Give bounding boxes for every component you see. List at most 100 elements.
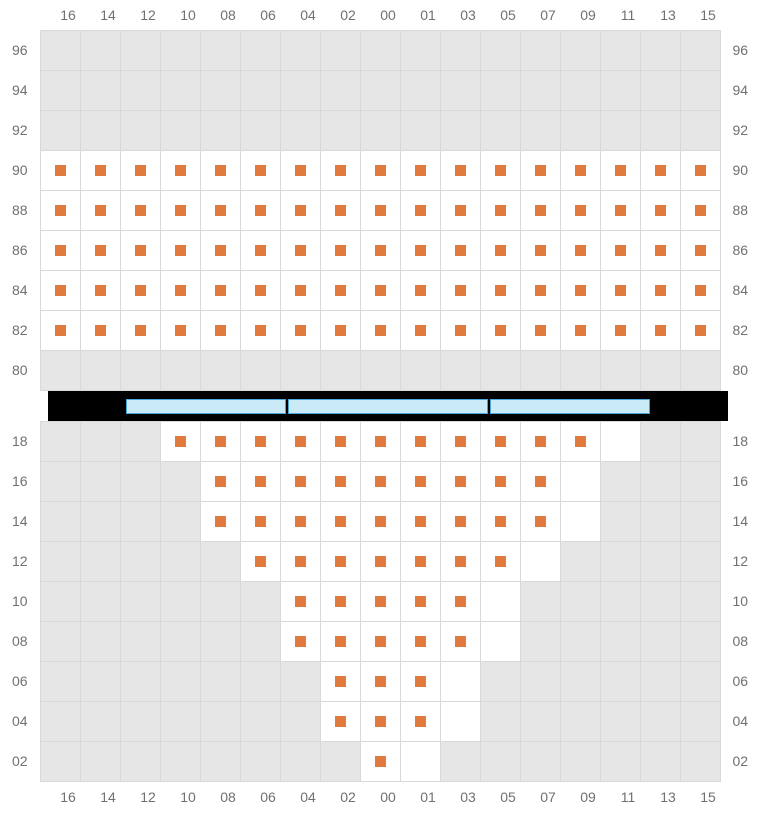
seat-cell[interactable] <box>481 422 521 462</box>
seat-cell[interactable] <box>681 191 721 231</box>
seat-cell[interactable] <box>321 662 361 702</box>
seat-cell[interactable] <box>561 311 601 351</box>
seat-cell[interactable] <box>321 582 361 622</box>
seat-cell[interactable] <box>681 231 721 271</box>
seat-cell[interactable] <box>281 151 321 191</box>
seat-cell[interactable] <box>321 462 361 502</box>
seat-cell[interactable] <box>321 151 361 191</box>
seat-cell[interactable] <box>561 191 601 231</box>
seat-cell[interactable] <box>281 622 321 662</box>
seat-cell[interactable] <box>561 151 601 191</box>
seat-cell[interactable] <box>521 311 561 351</box>
seat-cell[interactable] <box>601 151 641 191</box>
seat-cell[interactable] <box>201 231 241 271</box>
seat-cell[interactable] <box>521 231 561 271</box>
seat-cell[interactable] <box>241 542 281 582</box>
seat-cell[interactable] <box>241 151 281 191</box>
seat-cell[interactable] <box>361 582 401 622</box>
seat-cell[interactable] <box>441 271 481 311</box>
seat-cell[interactable] <box>201 151 241 191</box>
seat-cell[interactable] <box>321 271 361 311</box>
seat-cell[interactable] <box>361 191 401 231</box>
seat-cell[interactable] <box>161 231 201 271</box>
seat-cell[interactable] <box>641 231 681 271</box>
seat-cell[interactable] <box>401 662 441 702</box>
seat-cell[interactable] <box>81 231 121 271</box>
seat-cell[interactable] <box>241 502 281 542</box>
seat-cell[interactable] <box>601 311 641 351</box>
seat-cell[interactable] <box>561 422 601 462</box>
seat-cell[interactable] <box>321 231 361 271</box>
seat-cell[interactable] <box>441 462 481 502</box>
seat-cell[interactable] <box>401 271 441 311</box>
seat-cell[interactable] <box>41 231 81 271</box>
seat-cell[interactable] <box>321 622 361 662</box>
seat-cell[interactable] <box>441 582 481 622</box>
seat-cell[interactable] <box>321 542 361 582</box>
seat-cell[interactable] <box>81 311 121 351</box>
seat-cell[interactable] <box>481 191 521 231</box>
seat-cell[interactable] <box>481 542 521 582</box>
seat-cell[interactable] <box>321 422 361 462</box>
seat-cell[interactable] <box>41 271 81 311</box>
seat-cell[interactable] <box>281 231 321 271</box>
seat-cell[interactable] <box>81 271 121 311</box>
seat-cell[interactable] <box>401 311 441 351</box>
seat-cell[interactable] <box>521 462 561 502</box>
seat-cell[interactable] <box>161 191 201 231</box>
seat-cell[interactable] <box>361 702 401 742</box>
seat-cell[interactable] <box>401 582 441 622</box>
seat-cell[interactable] <box>41 311 81 351</box>
seat-cell[interactable] <box>361 662 401 702</box>
seat-cell[interactable] <box>321 702 361 742</box>
seat-cell[interactable] <box>241 231 281 271</box>
seat-cell[interactable] <box>281 542 321 582</box>
seat-cell[interactable] <box>201 462 241 502</box>
seat-cell[interactable] <box>681 311 721 351</box>
seat-cell[interactable] <box>601 231 641 271</box>
seat-cell[interactable] <box>321 502 361 542</box>
seat-cell[interactable] <box>241 271 281 311</box>
seat-cell[interactable] <box>441 151 481 191</box>
seat-cell[interactable] <box>121 271 161 311</box>
seat-cell[interactable] <box>361 231 401 271</box>
seat-cell[interactable] <box>361 542 401 582</box>
seat-cell[interactable] <box>641 151 681 191</box>
seat-cell[interactable] <box>481 151 521 191</box>
seat-cell[interactable] <box>121 311 161 351</box>
seat-cell[interactable] <box>641 311 681 351</box>
seat-cell[interactable] <box>481 502 521 542</box>
seat-cell[interactable] <box>401 622 441 662</box>
seat-cell[interactable] <box>361 422 401 462</box>
seat-cell[interactable] <box>281 422 321 462</box>
seat-cell[interactable] <box>401 151 441 191</box>
seat-cell[interactable] <box>521 151 561 191</box>
seat-cell[interactable] <box>281 462 321 502</box>
seat-cell[interactable] <box>481 231 521 271</box>
seat-cell[interactable] <box>481 271 521 311</box>
seat-cell[interactable] <box>441 542 481 582</box>
seat-cell[interactable] <box>201 271 241 311</box>
seat-cell[interactable] <box>441 502 481 542</box>
seat-cell[interactable] <box>281 502 321 542</box>
seat-cell[interactable] <box>201 191 241 231</box>
seat-cell[interactable] <box>441 422 481 462</box>
seat-cell[interactable] <box>81 151 121 191</box>
seat-cell[interactable] <box>361 151 401 191</box>
seat-cell[interactable] <box>401 542 441 582</box>
seat-cell[interactable] <box>161 422 201 462</box>
seat-cell[interactable] <box>441 231 481 271</box>
seat-cell[interactable] <box>521 191 561 231</box>
seat-cell[interactable] <box>561 231 601 271</box>
seat-cell[interactable] <box>521 502 561 542</box>
seat-cell[interactable] <box>401 422 441 462</box>
seat-cell[interactable] <box>521 422 561 462</box>
seat-cell[interactable] <box>361 622 401 662</box>
seat-cell[interactable] <box>361 271 401 311</box>
seat-cell[interactable] <box>401 462 441 502</box>
seat-cell[interactable] <box>441 191 481 231</box>
seat-cell[interactable] <box>241 422 281 462</box>
seat-cell[interactable] <box>161 151 201 191</box>
seat-cell[interactable] <box>281 582 321 622</box>
seat-cell[interactable] <box>521 271 561 311</box>
